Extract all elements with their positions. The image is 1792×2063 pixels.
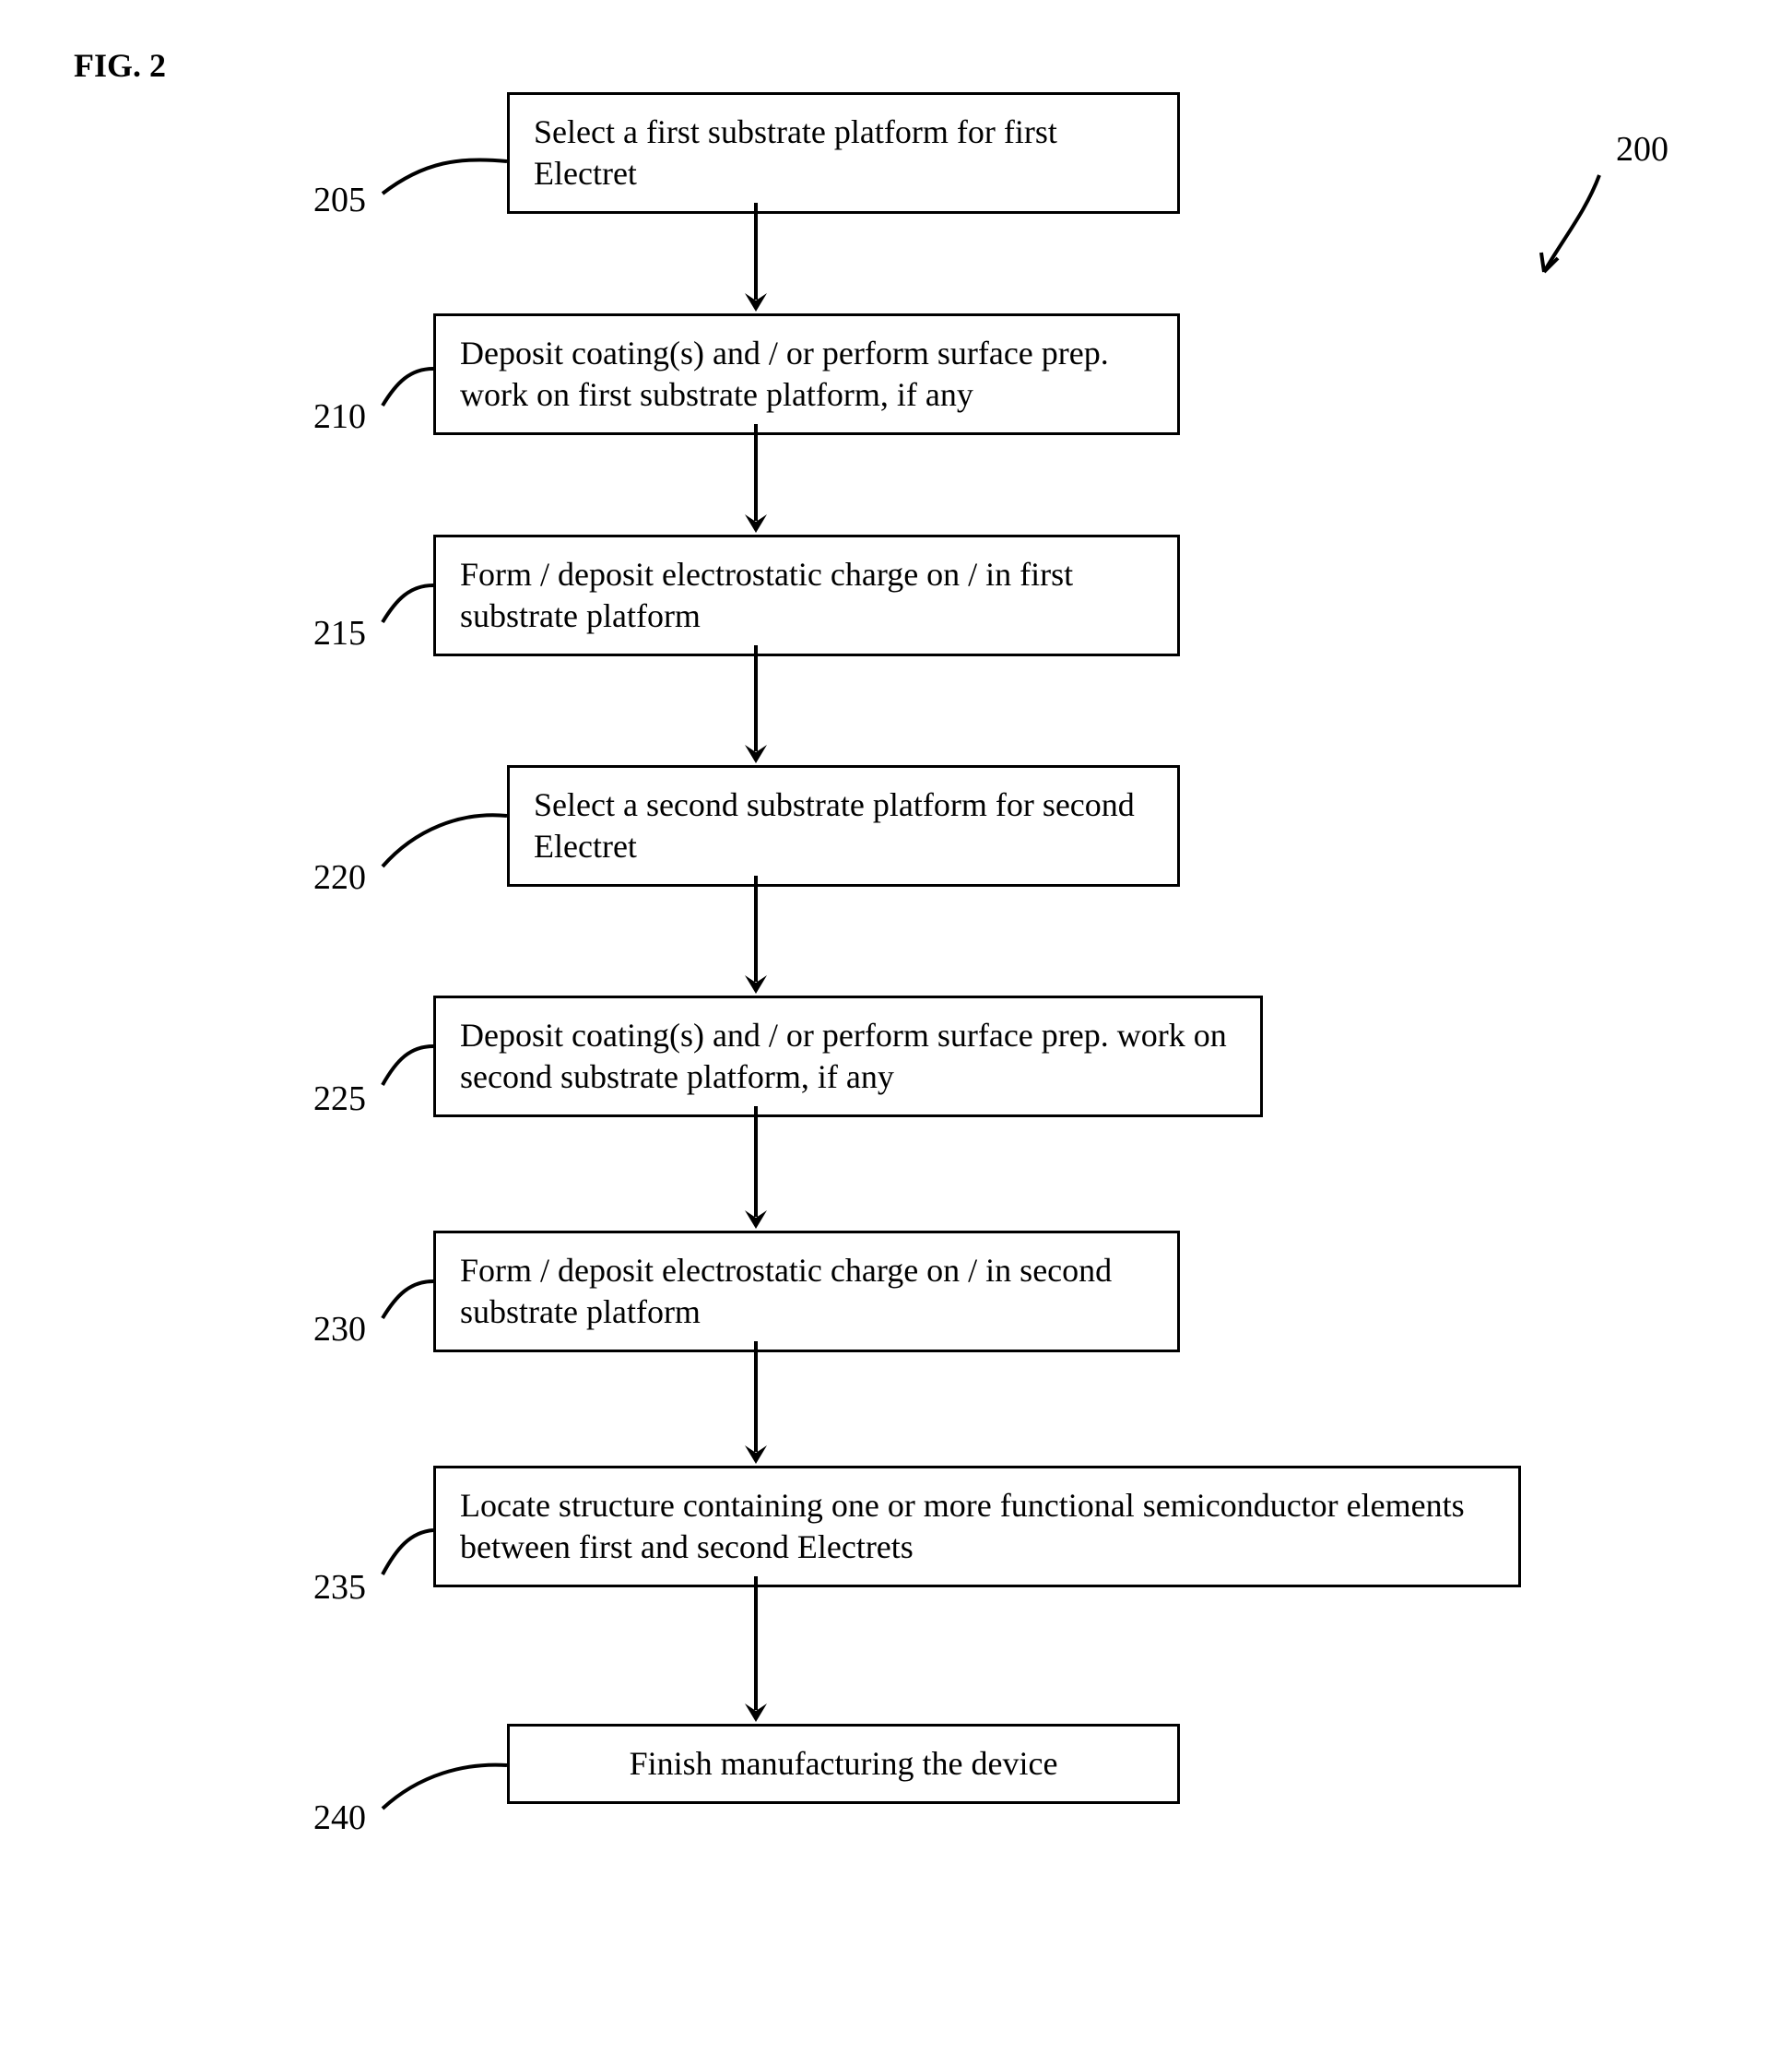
- arrow-225-230: [737, 1106, 774, 1235]
- arrow-220-225: [737, 876, 774, 1000]
- arrow-235-240: [737, 1576, 774, 1728]
- callout-205: [378, 138, 512, 203]
- ref-curve-arrow: [1530, 166, 1641, 295]
- step-label-235: 235: [313, 1567, 366, 1608]
- step-text-220: Select a second substrate platform for s…: [534, 786, 1135, 865]
- arrow-230-235: [737, 1341, 774, 1470]
- step-label-230: 230: [313, 1309, 366, 1350]
- step-box-235: Locate structure containing one or more …: [433, 1466, 1521, 1587]
- step-box-240: Finish manufacturing the device: [507, 1724, 1180, 1804]
- step-box-220: Select a second substrate platform for s…: [507, 765, 1180, 887]
- arrow-215-220: [737, 645, 774, 770]
- step-text-240: Finish manufacturing the device: [630, 1745, 1058, 1782]
- callout-220: [378, 802, 512, 876]
- step-label-205: 205: [313, 180, 366, 220]
- step-box-230: Form / deposit electrostatic charge on /…: [433, 1231, 1180, 1352]
- flowchart: 200 Select a first substrate platform fo…: [120, 55, 1761, 1991]
- step-box-210: Deposit coating(s) and / or perform surf…: [433, 313, 1180, 435]
- arrow-210-215: [737, 424, 774, 539]
- step-label-215: 215: [313, 613, 366, 654]
- step-box-215: Form / deposit electrostatic charge on /…: [433, 535, 1180, 656]
- step-text-225: Deposit coating(s) and / or perform surf…: [460, 1017, 1227, 1095]
- step-text-205: Select a first substrate platform for fi…: [534, 113, 1057, 192]
- step-text-215: Form / deposit electrostatic charge on /…: [460, 556, 1073, 634]
- step-label-210: 210: [313, 396, 366, 437]
- callout-225: [378, 1037, 438, 1090]
- ref-number: 200: [1616, 129, 1668, 170]
- arrow-205-210: [737, 203, 774, 318]
- step-box-225: Deposit coating(s) and / or perform surf…: [433, 996, 1263, 1117]
- callout-210: [378, 360, 438, 410]
- callout-230: [378, 1272, 438, 1323]
- step-text-235: Locate structure containing one or more …: [460, 1487, 1465, 1565]
- step-text-230: Form / deposit electrostatic charge on /…: [460, 1252, 1112, 1330]
- callout-240: [378, 1751, 512, 1816]
- callout-215: [378, 576, 438, 627]
- step-label-225: 225: [313, 1079, 366, 1119]
- step-label-240: 240: [313, 1798, 366, 1838]
- callout-235: [378, 1521, 438, 1581]
- step-box-205: Select a first substrate platform for fi…: [507, 92, 1180, 214]
- step-text-210: Deposit coating(s) and / or perform surf…: [460, 335, 1109, 413]
- step-label-220: 220: [313, 857, 366, 898]
